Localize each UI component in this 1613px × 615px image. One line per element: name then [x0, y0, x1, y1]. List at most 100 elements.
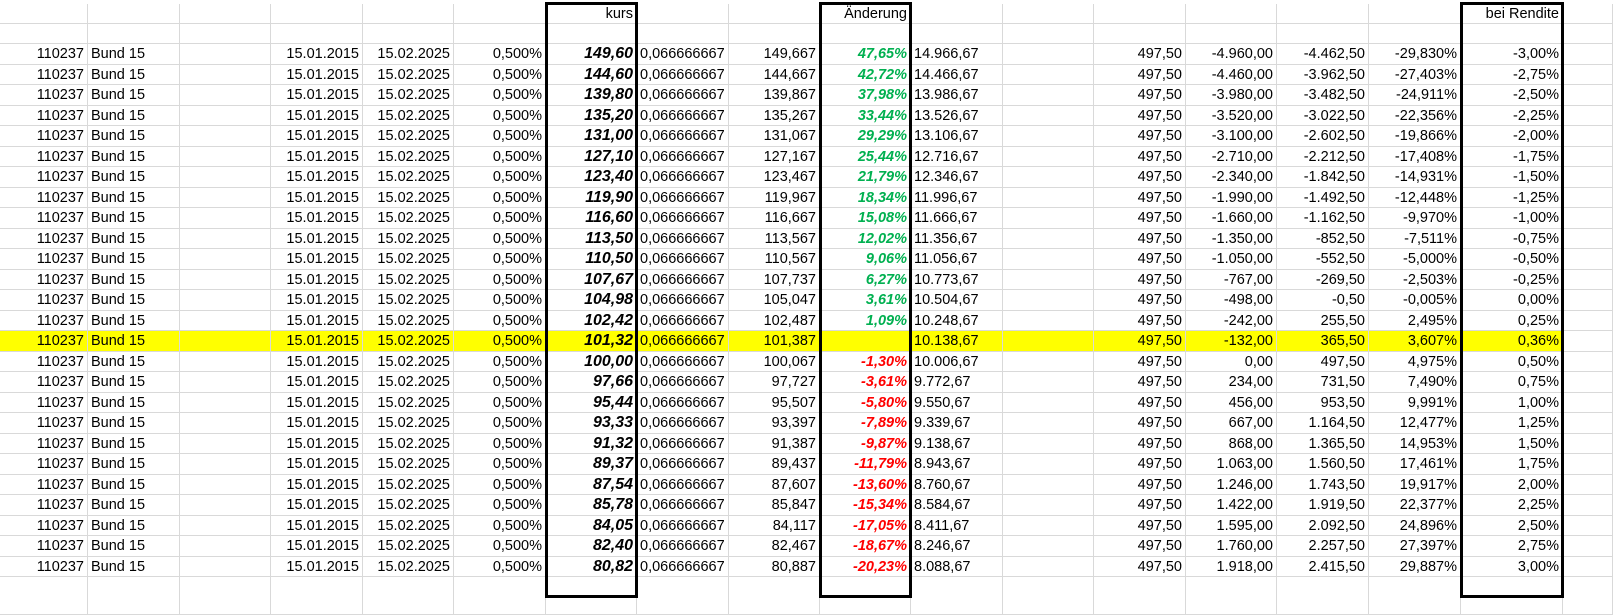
- coupon-cell[interactable]: 0,500%: [454, 208, 546, 229]
- name-cell[interactable]: Bund 15: [88, 105, 180, 126]
- empty-cell[interactable]: [1563, 433, 1613, 454]
- price-diff-cell[interactable]: 1.760,00: [1186, 536, 1277, 557]
- maturity-date-cell[interactable]: 15.02.2025: [363, 44, 454, 65]
- total-cell[interactable]: -552,50: [1277, 249, 1369, 270]
- empty-cell[interactable]: [1003, 433, 1094, 454]
- empty-cell[interactable]: [1003, 372, 1094, 393]
- kurs-cell[interactable]: 89,37: [546, 454, 637, 475]
- header-cell[interactable]: [911, 4, 1003, 24]
- factor-cell[interactable]: 0,066666667: [637, 536, 729, 557]
- empty-cell[interactable]: [1003, 167, 1094, 188]
- value-cell[interactable]: 13.106,67: [911, 126, 1003, 147]
- return-cell[interactable]: -27,403%: [1369, 64, 1461, 85]
- maturity-date-cell[interactable]: 15.02.2025: [363, 187, 454, 208]
- header-cell[interactable]: [454, 4, 546, 24]
- empty-cell[interactable]: [1003, 44, 1094, 65]
- name-cell[interactable]: Bund 15: [88, 433, 180, 454]
- rendite-cell[interactable]: 2,00%: [1461, 474, 1563, 495]
- aenderung-cell[interactable]: 3,61%: [820, 290, 911, 311]
- kurs-cell[interactable]: 102,42: [546, 310, 637, 331]
- dirty-price-cell[interactable]: 95,507: [729, 392, 820, 413]
- total-cell[interactable]: -269,50: [1277, 269, 1369, 290]
- kurs-cell[interactable]: 123,40: [546, 167, 637, 188]
- empty-cell[interactable]: [1277, 24, 1369, 44]
- return-cell[interactable]: -12,448%: [1369, 187, 1461, 208]
- maturity-date-cell[interactable]: 15.02.2025: [363, 146, 454, 167]
- aenderung-cell[interactable]: 15,08%: [820, 208, 911, 229]
- isin-cell[interactable]: 110237: [0, 64, 88, 85]
- total-cell[interactable]: 1.365,50: [1277, 433, 1369, 454]
- dirty-price-cell[interactable]: 135,267: [729, 105, 820, 126]
- start-date-cell[interactable]: 15.01.2015: [271, 413, 363, 434]
- price-diff-cell[interactable]: 1.422,00: [1186, 495, 1277, 516]
- coupon-cell[interactable]: 0,500%: [454, 536, 546, 557]
- return-cell[interactable]: -17,408%: [1369, 146, 1461, 167]
- dirty-price-cell[interactable]: 91,387: [729, 433, 820, 454]
- isin-cell[interactable]: 110237: [0, 146, 88, 167]
- coupon-sum-cell[interactable]: 497,50: [1094, 290, 1186, 311]
- header-cell[interactable]: [1003, 4, 1094, 24]
- start-date-cell[interactable]: 15.01.2015: [271, 208, 363, 229]
- maturity-date-cell[interactable]: 15.02.2025: [363, 351, 454, 372]
- name-cell[interactable]: Bund 15: [88, 413, 180, 434]
- aenderung-cell[interactable]: -20,23%: [820, 556, 911, 577]
- start-date-cell[interactable]: 15.01.2015: [271, 167, 363, 188]
- value-cell[interactable]: 13.986,67: [911, 85, 1003, 106]
- value-cell[interactable]: 8.584,67: [911, 495, 1003, 516]
- return-cell[interactable]: 29,887%: [1369, 556, 1461, 577]
- price-diff-cell[interactable]: 1.595,00: [1186, 515, 1277, 536]
- price-diff-cell[interactable]: 868,00: [1186, 433, 1277, 454]
- name-cell[interactable]: Bund 15: [88, 208, 180, 229]
- empty-cell[interactable]: [1003, 536, 1094, 557]
- isin-cell[interactable]: 110237: [0, 536, 88, 557]
- coupon-cell[interactable]: 0,500%: [454, 105, 546, 126]
- rendite-cell[interactable]: 2,25%: [1461, 495, 1563, 516]
- empty-cell[interactable]: [180, 187, 271, 208]
- factor-cell[interactable]: 0,066666667: [637, 249, 729, 270]
- header-cell[interactable]: [180, 4, 271, 24]
- dirty-price-cell[interactable]: 149,667: [729, 44, 820, 65]
- maturity-date-cell[interactable]: 15.02.2025: [363, 515, 454, 536]
- value-cell[interactable]: 12.346,67: [911, 167, 1003, 188]
- aenderung-cell[interactable]: 33,44%: [820, 105, 911, 126]
- coupon-cell[interactable]: 0,500%: [454, 249, 546, 270]
- empty-cell[interactable]: [1094, 577, 1186, 615]
- empty-cell[interactable]: [271, 577, 363, 615]
- coupon-sum-cell[interactable]: 497,50: [1094, 372, 1186, 393]
- factor-cell[interactable]: 0,066666667: [637, 269, 729, 290]
- header-cell[interactable]: [1563, 4, 1613, 24]
- empty-cell[interactable]: [1369, 577, 1461, 615]
- start-date-cell[interactable]: 15.01.2015: [271, 249, 363, 270]
- kurs-cell[interactable]: 80,82: [546, 556, 637, 577]
- coupon-cell[interactable]: 0,500%: [454, 331, 546, 352]
- isin-cell[interactable]: 110237: [0, 85, 88, 106]
- isin-cell[interactable]: 110237: [0, 556, 88, 577]
- return-cell[interactable]: -7,511%: [1369, 228, 1461, 249]
- empty-cell[interactable]: [637, 24, 729, 44]
- price-diff-cell[interactable]: -1.350,00: [1186, 228, 1277, 249]
- coupon-sum-cell[interactable]: 497,50: [1094, 392, 1186, 413]
- rendite-cell[interactable]: 0,25%: [1461, 310, 1563, 331]
- price-diff-cell[interactable]: 667,00: [1186, 413, 1277, 434]
- isin-cell[interactable]: 110237: [0, 167, 88, 188]
- empty-cell[interactable]: [454, 577, 546, 615]
- name-cell[interactable]: Bund 15: [88, 126, 180, 147]
- kurs-cell[interactable]: 104,98: [546, 290, 637, 311]
- total-cell[interactable]: 2.415,50: [1277, 556, 1369, 577]
- name-cell[interactable]: Bund 15: [88, 556, 180, 577]
- empty-cell[interactable]: [180, 290, 271, 311]
- maturity-date-cell[interactable]: 15.02.2025: [363, 372, 454, 393]
- name-cell[interactable]: Bund 15: [88, 536, 180, 557]
- value-cell[interactable]: 9.550,67: [911, 392, 1003, 413]
- aenderung-cell[interactable]: -7,89%: [820, 413, 911, 434]
- coupon-sum-cell[interactable]: 497,50: [1094, 126, 1186, 147]
- price-diff-cell[interactable]: 1.246,00: [1186, 474, 1277, 495]
- start-date-cell[interactable]: 15.01.2015: [271, 146, 363, 167]
- empty-cell[interactable]: [271, 24, 363, 44]
- coupon-cell[interactable]: 0,500%: [454, 44, 546, 65]
- empty-cell[interactable]: [1094, 24, 1186, 44]
- factor-cell[interactable]: 0,066666667: [637, 85, 729, 106]
- factor-cell[interactable]: 0,066666667: [637, 187, 729, 208]
- empty-cell[interactable]: [1277, 577, 1369, 615]
- empty-cell[interactable]: [180, 454, 271, 475]
